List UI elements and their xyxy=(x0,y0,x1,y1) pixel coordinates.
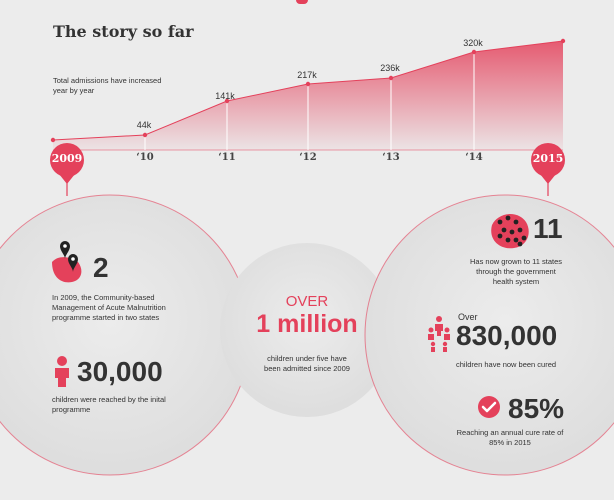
cured-over-label: Over xyxy=(458,312,478,322)
page-title: The story so far xyxy=(53,22,194,41)
value-label: 217k xyxy=(297,70,317,80)
admissions-chart xyxy=(50,38,566,151)
center-text: children under five have been admitted s… xyxy=(264,354,350,373)
cure-rate-text: Reaching an annual cure rate of 85% in 2… xyxy=(456,428,564,447)
map-many-pins-icon xyxy=(491,214,529,249)
center-circle xyxy=(220,243,394,417)
value-label: 236k xyxy=(380,63,400,73)
value-label: 320k xyxy=(463,38,483,48)
data-point xyxy=(388,75,394,81)
right-circle xyxy=(364,194,614,476)
start-states-count: 2 xyxy=(93,252,109,283)
data-point xyxy=(224,98,230,104)
current-states-count: 11 xyxy=(533,213,563,244)
cure-rate: 85% xyxy=(508,393,565,424)
million-label: 1 million xyxy=(256,310,358,338)
data-point xyxy=(142,132,148,138)
x-tick-label: ‘14 xyxy=(465,152,483,163)
start-states-text: In 2009, the Community-based Management … xyxy=(52,293,166,322)
x-tick-label: ‘11 xyxy=(218,152,236,163)
start-children-text: children were reached by the inital prog… xyxy=(52,395,166,414)
x-tick-label: ‘12 xyxy=(299,152,317,163)
top-marker xyxy=(296,0,308,4)
badge-2015-label: 2015 xyxy=(532,152,564,165)
x-tick-label: ‘10 xyxy=(136,152,154,163)
x-tick-label: ‘13 xyxy=(382,152,400,163)
children-group-icon xyxy=(428,316,450,352)
badge-2015 xyxy=(531,143,565,196)
badge-2009 xyxy=(50,143,84,196)
data-point xyxy=(560,38,566,44)
current-states-text: Has now grown to 11 states through the g… xyxy=(470,257,562,286)
start-children-count: 30,000 xyxy=(77,356,163,387)
left-circle xyxy=(0,194,251,476)
data-point xyxy=(50,137,56,143)
badge-2009-label: 2009 xyxy=(51,152,83,165)
map-pins-icon xyxy=(52,241,82,283)
over-label: OVER xyxy=(285,293,329,310)
chart-intro: Total admissions have increased year by … xyxy=(53,76,162,95)
data-point xyxy=(471,49,477,55)
cured-text: children have now been cured xyxy=(456,360,557,369)
child-icon xyxy=(55,356,69,387)
value-label: 141k xyxy=(215,91,235,101)
value-label: 44k xyxy=(136,120,152,130)
cured-count: 830,000 xyxy=(456,320,558,351)
check-icon xyxy=(478,396,500,418)
data-point xyxy=(305,81,311,87)
